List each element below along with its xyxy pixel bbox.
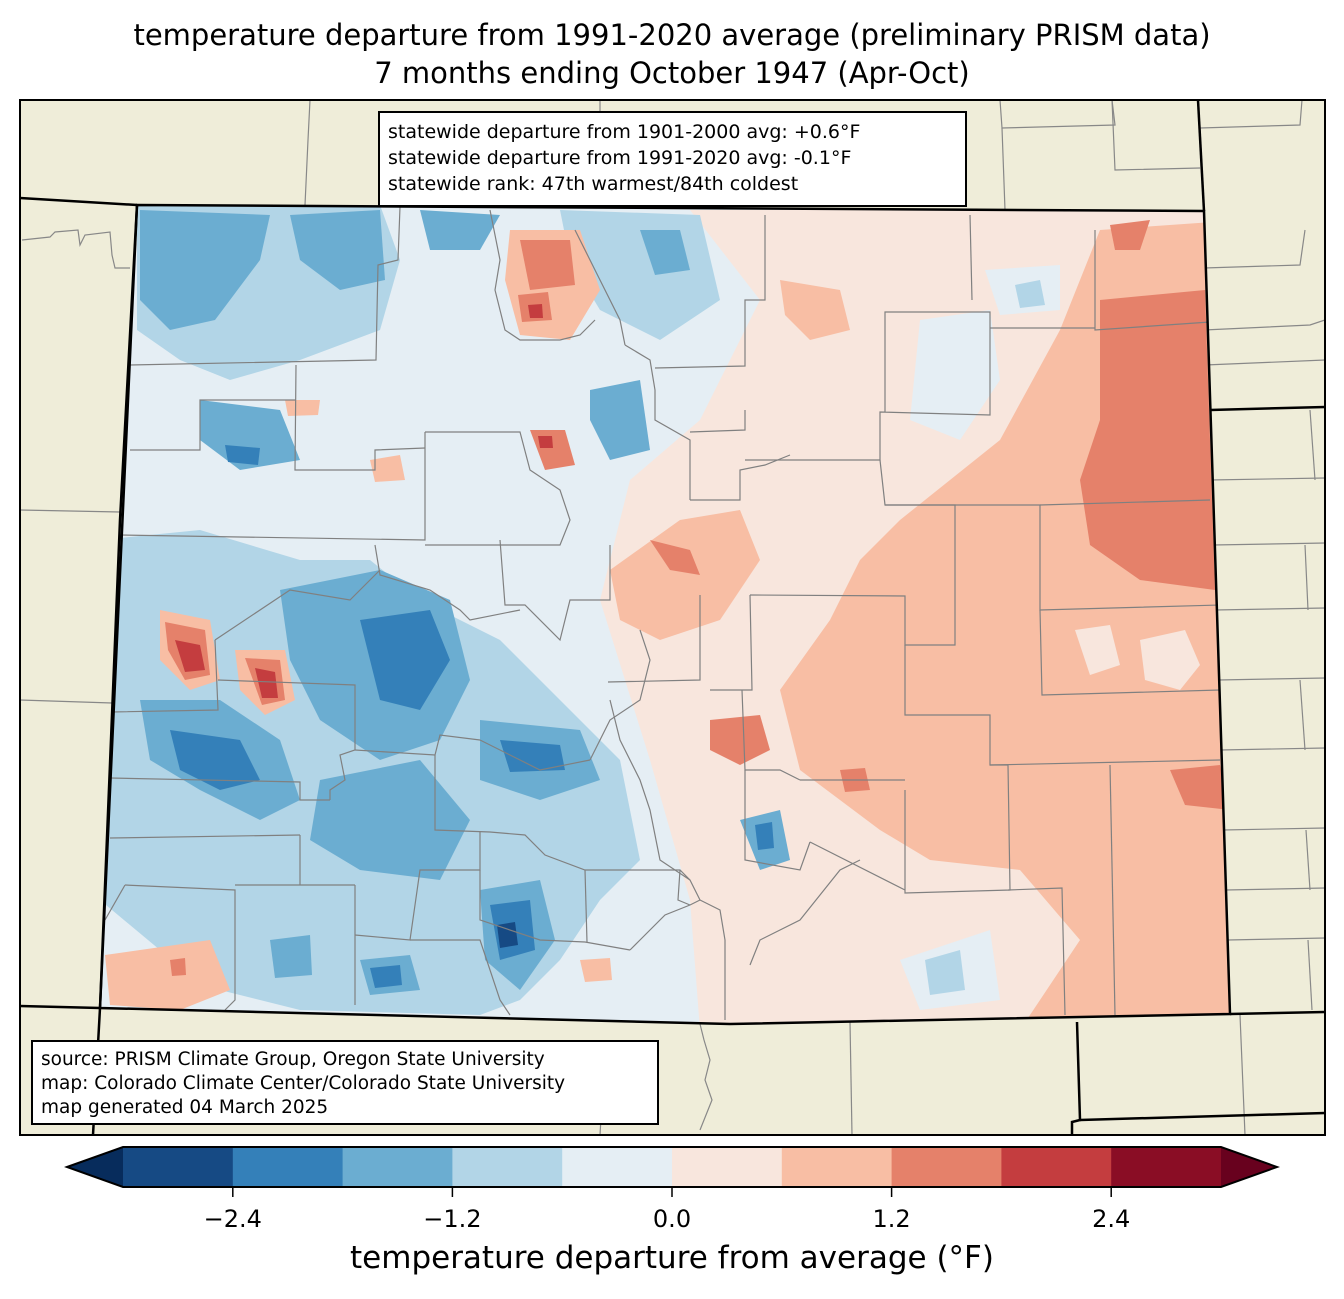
colorbar-swatch [232,1147,344,1187]
temperature-map [19,99,1326,1136]
statewide-stats-box: statewide departure from 1901-2000 avg: … [378,111,967,207]
colorbar-swatch [562,1147,673,1187]
colorbar-outline [64,1146,1280,1188]
stats-line-1901-2000: statewide departure from 1901-2000 avg: … [388,121,861,143]
map-credit-line: map: Colorado Climate Center/Colorado St… [41,1073,566,1094]
colorbar-swatch [452,1147,563,1187]
colorbar-tick-label: 1.2 [872,1205,911,1233]
colorbar-over-extend [1221,1147,1277,1187]
colorbar-tick-label: −1.2 [423,1205,482,1233]
source-line: source: PRISM Climate Group, Oregon Stat… [41,1049,545,1070]
colorbar-swatch [1111,1147,1222,1187]
colorbar-under-extend [67,1147,123,1187]
colorbar-swatch [342,1147,453,1187]
neighbor-state-borders [20,100,1325,1135]
colorbar-swatch [123,1147,234,1187]
colorbar-swatch [1001,1147,1112,1187]
colorbar-swatch [781,1147,893,1187]
stats-line-rank: statewide rank: 47th warmest/84th coldes… [388,173,799,195]
colorado-county-lines [104,206,1221,1020]
colorbar-swatch [672,1147,783,1187]
map-title: temperature departure from 1991-2020 ave… [133,18,1211,52]
generated-date-line: map generated 04 March 2025 [41,1097,329,1118]
stats-line-1991-2020: statewide departure from 1991-2020 avg: … [388,147,852,169]
colorbar-tick-label: −2.4 [203,1205,262,1233]
source-credit-box: source: PRISM Climate Group, Oregon Stat… [31,1040,659,1125]
temperature-contours [100,205,1230,1024]
colorbar-tick-label: 2.4 [1092,1205,1131,1233]
map-frame [19,99,1326,1136]
colorbar-swatch [891,1147,1002,1187]
colorbar [64,1146,1280,1197]
colorbar-label: temperature departure from average (°F) [350,1240,994,1276]
colorbar-tick-label: 0.0 [652,1205,692,1233]
map-subtitle: 7 months ending October 1947 (Apr-Oct) [374,56,970,90]
